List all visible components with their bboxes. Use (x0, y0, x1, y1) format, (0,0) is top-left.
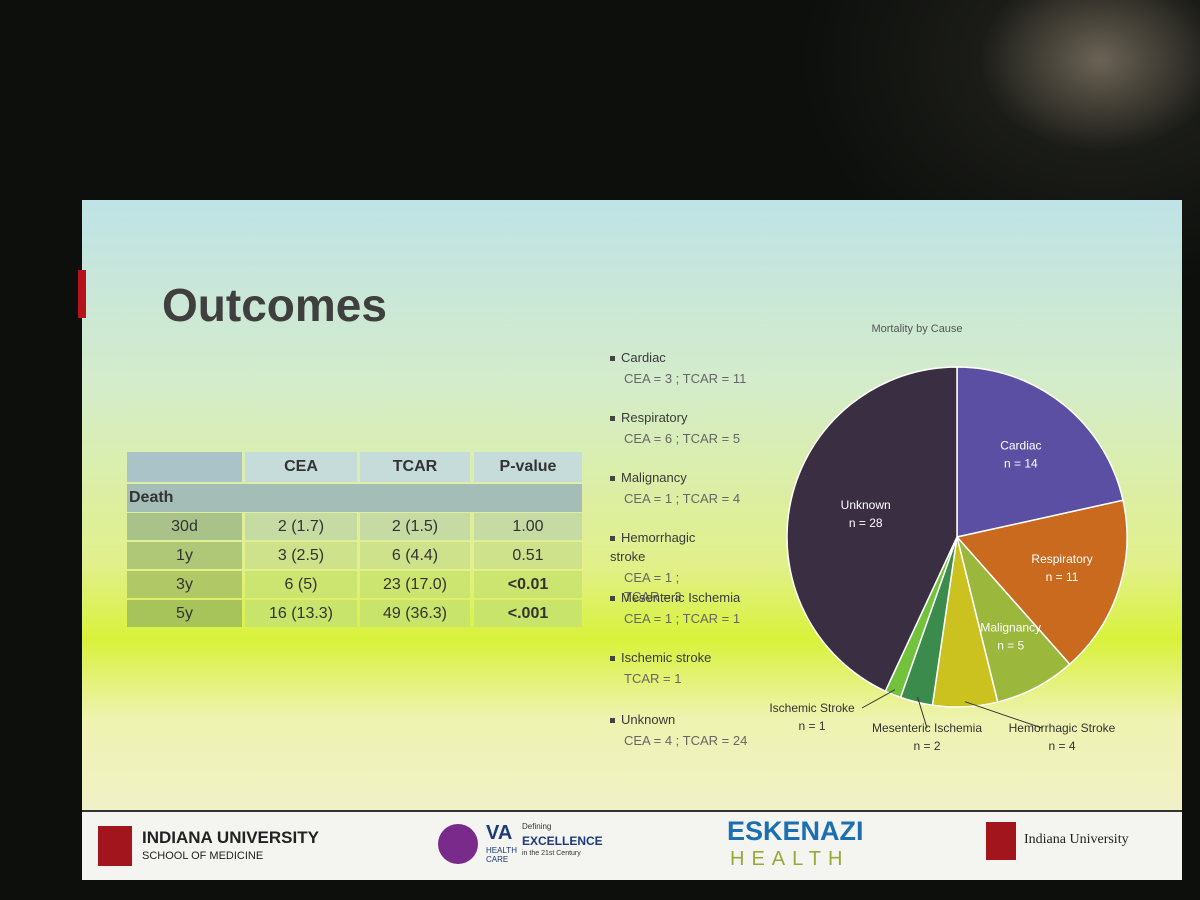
iu-logo (986, 822, 1016, 860)
pie-slice (955, 499, 1128, 666)
legend-name: Malignancy (610, 468, 750, 487)
text: Indiana University (1024, 832, 1129, 847)
legend-name: Hemorrhagic stroke (610, 528, 710, 566)
slice-value: n = 2 (913, 739, 940, 753)
pie-slice (956, 366, 1124, 538)
legend-detail: TCAR = 1 (624, 671, 682, 686)
header-cell (127, 452, 242, 482)
table-cell: 6 (4.4) (360, 542, 470, 569)
legend-item: Respiratory CEA = 6 ; TCAR = 5 (610, 408, 750, 448)
legend-item: Cardiac CEA = 3 ; TCAR = 11 (610, 348, 750, 388)
legend-item: Mesenteric Ischemia CEA = 1 ; TCAR = 1 (610, 588, 750, 628)
legend-detail: CEA = 6 ; TCAR = 5 (624, 431, 741, 446)
footer: INDIANA UNIVERSITY SCHOOL OF MEDICINE VA… (82, 810, 1182, 880)
legend-detail: CEA = 3 ; TCAR = 11 (624, 371, 747, 386)
pie-slice (786, 366, 958, 693)
slice-label: Hemorrhagic Stroke (1009, 721, 1116, 735)
table-cell: 16 (13.3) (245, 600, 357, 627)
text: ESKENAZI (727, 816, 864, 846)
leader-line (861, 689, 896, 709)
header-cell: TCAR (360, 452, 470, 482)
table-cell: <.001 (474, 600, 582, 627)
text: Defining (522, 822, 552, 831)
slide-title: Outcomes (162, 279, 387, 331)
slice-label: Ischemic Stroke (769, 701, 855, 715)
table-cell: <0.01 (474, 571, 582, 598)
table-cell: 2 (1.5) (360, 513, 470, 540)
legend-detail: CEA = 1 ; TCAR = 4 (624, 491, 741, 506)
text: INDIANA UNIVERSITY (142, 828, 319, 847)
header-cell: P-value (474, 452, 582, 482)
slice-label: Malignancy (980, 620, 1041, 634)
legend-name: Respiratory (610, 408, 750, 427)
legend-name: Cardiac (610, 348, 750, 367)
slice-label: Cardiac (1000, 438, 1041, 452)
table-cell: 2 (1.7) (245, 513, 357, 540)
legend-name: Ischemic stroke (610, 648, 750, 667)
iu-logo (98, 826, 132, 866)
text: VA (486, 822, 513, 844)
chart-title: Mortality by Cause (871, 323, 962, 335)
table-cell: 3y (127, 571, 242, 598)
legend-name: Unknown (610, 710, 750, 729)
group-row: Death (127, 484, 582, 512)
leader-line (917, 696, 928, 729)
table-cell: 0.51 (474, 542, 582, 569)
text: EXCELLENCE (522, 834, 603, 848)
table-cell: 49 (36.3) (360, 600, 470, 627)
text: SCHOOL OF MEDICINE (142, 850, 264, 862)
slice-value: n = 28 (849, 516, 883, 530)
accent-bar (78, 270, 86, 318)
legend-name: Mesenteric Ischemia (610, 588, 750, 607)
table-cell: 23 (17.0) (360, 571, 470, 598)
slice-label: Unknown (841, 498, 891, 512)
slice-label: Mesenteric Ischemia (872, 721, 982, 735)
slice-value: n = 5 (997, 638, 1024, 652)
table-cell: 3 (2.5) (245, 542, 357, 569)
slice-value: n = 14 (1004, 456, 1038, 470)
slice-label: Respiratory (1031, 552, 1092, 566)
legend-item: Ischemic stroke TCAR = 1 (610, 648, 750, 688)
legend-item: Unknown CEA = 4 ; TCAR = 24 (610, 710, 750, 750)
leader-line (964, 701, 1043, 729)
header-cell: CEA (245, 452, 357, 482)
table-cell: 30d (127, 513, 242, 540)
pie-chart: Mortality by Cause Cardiac n = 14 Respirat… (769, 323, 1128, 753)
slice-value: n = 11 (1046, 570, 1079, 584)
slide: Outcomes CEA TCAR P-value Death 30d 2 (1.7) 2 … (82, 200, 1182, 810)
slice-value: n = 4 (1048, 739, 1075, 753)
slice-value: n = 1 (798, 719, 825, 733)
seal (438, 824, 478, 864)
text: in the 21st Century (522, 850, 581, 857)
table-cell: 1y (127, 542, 242, 569)
legend-item: Malignancy CEA = 1 ; TCAR = 4 (610, 468, 750, 508)
text: HEALTH CARE (486, 846, 517, 864)
table-cell: 1.00 (474, 513, 582, 540)
legend-detail: CEA = 1 ; TCAR = 1 (624, 611, 741, 626)
text: HEALTH (730, 848, 850, 870)
table-cell: 6 (5) (245, 571, 357, 598)
table-cell: 5y (127, 600, 242, 627)
legend-detail: CEA = 4 ; TCAR = 24 (624, 733, 748, 748)
